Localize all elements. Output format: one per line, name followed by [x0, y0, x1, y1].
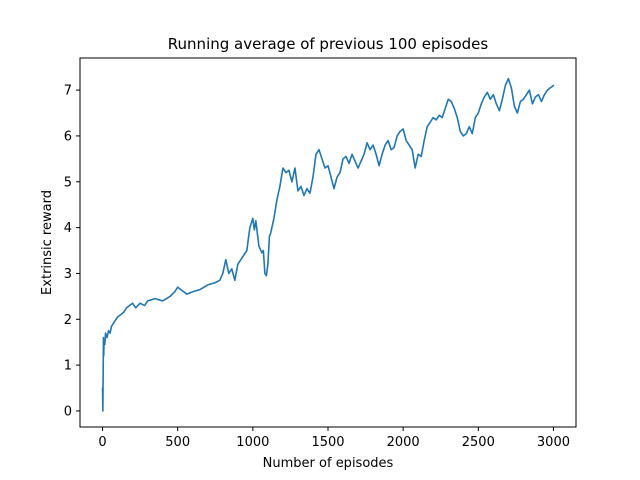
x-tick-label: 1500 [311, 435, 344, 450]
y-axis-label: Extrinsic reward [40, 190, 55, 295]
y-tick-label: 7 [64, 84, 72, 99]
y-tick-label: 0 [64, 404, 72, 419]
series-layer [101, 77, 555, 412]
x-tick-label: 0 [98, 435, 106, 450]
x-tick-label: 1000 [236, 435, 269, 450]
x-tick-label: 2500 [462, 435, 495, 450]
y-tick-label: 5 [64, 175, 72, 190]
chart-title: Running average of previous 100 episodes [168, 35, 489, 53]
x-tick-label: 2000 [387, 435, 420, 450]
series-line-0 [101, 77, 555, 412]
plot-area [80, 58, 576, 427]
y-tick-label: 2 [64, 313, 72, 328]
x-axis-label: Number of episodes [263, 456, 394, 471]
y-tick-label: 3 [64, 267, 72, 282]
axes: 0 500 1000 1500 2000 2500 3000 0 1 2 3 4 5 6 7 [64, 57, 577, 450]
x-tick-label: 500 [165, 435, 190, 450]
plot-background [80, 58, 576, 427]
y-tick-label: 1 [64, 359, 72, 374]
x-tick-label: 3000 [537, 435, 570, 450]
y-tick-label: 4 [64, 221, 72, 236]
y-tick-label: 6 [64, 129, 72, 144]
